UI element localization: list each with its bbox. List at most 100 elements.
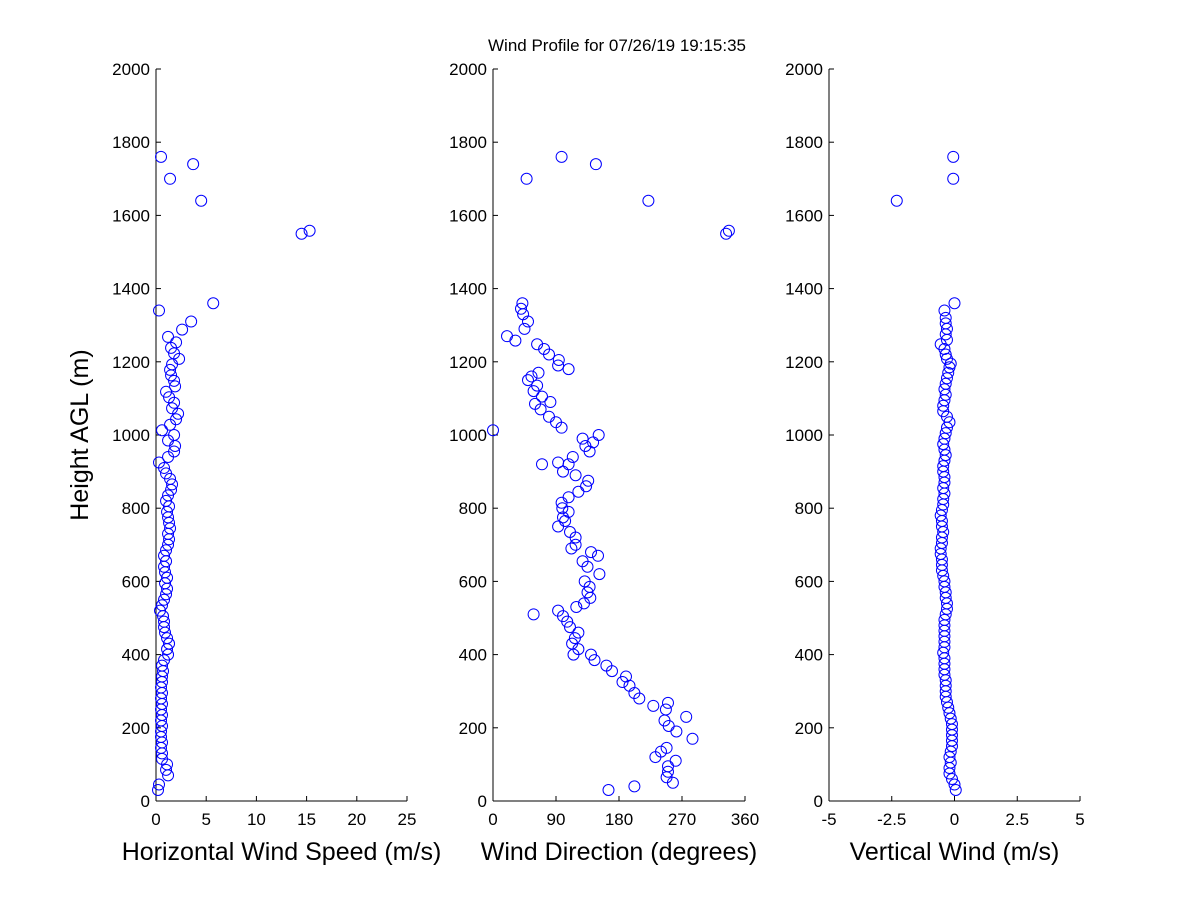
direction-data-point	[556, 502, 569, 515]
vertical-y-tick-label: 400	[795, 646, 823, 665]
speed-y-tick-label: 400	[122, 646, 150, 665]
direction-data-point	[628, 780, 641, 793]
speed-data-point	[160, 763, 173, 776]
direction-data-point	[532, 366, 545, 379]
direction-data-point	[564, 525, 576, 538]
speed-data-point	[164, 172, 177, 185]
speed-data-point	[195, 194, 208, 207]
vertical-data-point	[947, 172, 960, 185]
direction-data-point	[538, 342, 551, 355]
speed-data-point	[162, 330, 175, 343]
speed-y-tick-label: 800	[122, 499, 150, 518]
speed-data-point	[162, 489, 175, 502]
speed-data-point	[169, 380, 182, 393]
speed-data-point	[158, 549, 171, 562]
vertical-data-point	[934, 338, 947, 351]
direction-data-point	[525, 370, 538, 383]
figure-title: Wind Profile for 07/26/19 19:15:35	[488, 36, 746, 55]
vertical-y-tick-label: 0	[814, 792, 823, 811]
direction-data-point	[593, 568, 606, 581]
speed-data-point	[156, 424, 169, 437]
direction-data-point	[572, 485, 585, 498]
direction-y-tick-label: 600	[459, 572, 487, 591]
direction-y-tick-label: 1600	[449, 206, 487, 225]
direction-data-point	[564, 621, 576, 634]
vertical-data-point	[942, 701, 955, 714]
speed-x-tick-label: 10	[247, 810, 266, 829]
vertical-data-point	[937, 438, 950, 451]
direction-data-point	[552, 456, 565, 469]
direction-data-point	[580, 480, 593, 493]
speed-data-point	[156, 599, 169, 612]
direction-data-point	[566, 637, 579, 650]
direction-data-point	[562, 363, 575, 376]
direction-data-point	[581, 586, 594, 599]
direction-x-axis-label: Wind Direction (degrees)	[481, 838, 758, 866]
direction-data-point	[600, 659, 613, 672]
direction-y-tick-label: 800	[459, 499, 487, 518]
direction-data-point	[522, 315, 534, 328]
vertical-data-point	[939, 348, 952, 361]
direction-data-point	[585, 648, 597, 661]
speed-x-tick-label: 15	[297, 810, 316, 829]
direction-data-point	[531, 379, 544, 392]
speed-data-point	[160, 544, 173, 557]
direction-y-tick-label: 1000	[449, 426, 487, 445]
speed-x-tick-label: 5	[201, 810, 210, 829]
direction-data-point	[569, 538, 582, 551]
vertical-wind-panel: 0 200 400 600 800 1000 1200 1400 1600 1800 2000 -5 -…	[785, 60, 1085, 866]
speed-data-point	[187, 158, 200, 171]
vertical-data-point	[949, 784, 962, 797]
speed-y-tick-label: 600	[122, 572, 150, 591]
direction-x-tick-label: 0	[488, 810, 497, 829]
speed-data-point	[170, 413, 183, 426]
direction-data-point	[576, 555, 589, 568]
direction-y-tick-label: 200	[459, 719, 487, 738]
speed-data-point	[160, 385, 173, 398]
speed-data-point	[158, 615, 171, 628]
direction-data-point	[536, 458, 548, 471]
speed-data-point	[166, 402, 179, 415]
speed-y-tick-label: 2000	[112, 60, 150, 79]
direction-data-point	[660, 741, 673, 754]
speed-y-tick-label: 1200	[112, 353, 150, 372]
direction-x-tick-label: 360	[731, 810, 759, 829]
vertical-y-tick-label: 200	[795, 719, 823, 738]
direction-y-tick-label: 0	[478, 792, 487, 811]
direction-x-tick-label: 180	[605, 810, 633, 829]
direction-data-point	[487, 424, 499, 437]
direction-data-point	[522, 374, 534, 387]
vertical-x-tick-label: 5	[1075, 810, 1084, 829]
direction-data-point	[515, 302, 527, 315]
speed-x-tick-label: 0	[151, 810, 160, 829]
speed-data-point	[176, 323, 189, 336]
vertical-y-tick-label: 600	[795, 572, 823, 591]
direction-data-point	[536, 390, 548, 403]
vertical-x-tick-label: 0	[950, 810, 959, 829]
direction-data-point	[585, 546, 597, 559]
direction-data-point	[680, 710, 693, 723]
speed-data-point	[295, 227, 308, 240]
speed-data-point	[156, 659, 169, 672]
vertical-data-point	[944, 712, 957, 725]
direction-data-point	[572, 626, 585, 639]
direction-y-tick-label: 2000	[449, 60, 487, 79]
vertical-y-tick-label: 1400	[785, 280, 823, 299]
vertical-data-point	[938, 432, 951, 445]
speed-data-point	[168, 374, 181, 387]
vertical-x-axis-label: Vertical Wind (m/s)	[850, 838, 1060, 866]
direction-data-point	[527, 608, 540, 621]
direction-data-point	[565, 542, 578, 555]
direction-data-point	[501, 330, 513, 343]
direction-data-point	[662, 765, 674, 778]
speed-x-axis-label: Horizontal Wind Speed (m/s)	[122, 838, 442, 866]
direction-data-point	[529, 397, 541, 410]
speed-x-tick-label: 20	[347, 810, 366, 829]
direction-data-point	[686, 732, 699, 745]
vertical-data-point	[939, 377, 952, 390]
direction-data-point	[566, 450, 579, 463]
direction-data-point	[620, 670, 632, 683]
speed-y-tick-label: 1400	[112, 280, 150, 299]
vertical-data-point	[938, 575, 951, 588]
